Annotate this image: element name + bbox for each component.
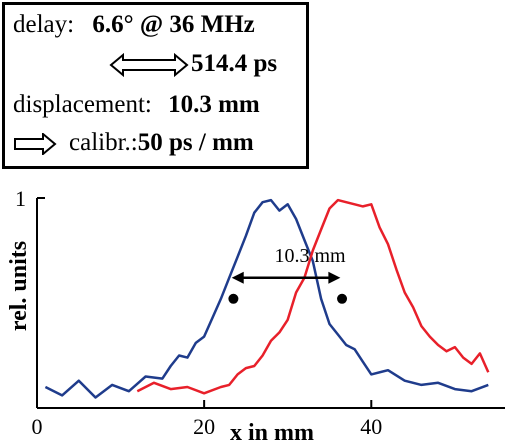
delay-value: 6.6° @ 36 MHz (92, 11, 255, 38)
time-row: 514.4 ps (109, 50, 277, 78)
x-tick-label-20: 20 (193, 414, 215, 439)
calibration-row: calibr.:50 ps / mm (13, 129, 254, 157)
series-line-blue (44, 198, 489, 399)
calibration-label: calibr.: (69, 129, 138, 156)
displacement-label: displacement: (13, 91, 152, 118)
distance-annotation-label: 10.3 mm (274, 245, 346, 267)
x-tick-label-0: 0 (32, 414, 43, 439)
annotation-layer: 10.3 mm (228, 245, 348, 304)
delay-label: delay: (13, 11, 75, 38)
x-ticks: 0 20 40 (32, 400, 382, 439)
time-value: 514.4 ps (191, 50, 278, 77)
right-arrow-icon (14, 132, 57, 157)
info-box: delay: 6.6° @ 36 MHz 514.4 ps displaceme… (2, 2, 309, 169)
x-tick-label-40: 40 (360, 414, 382, 439)
series-layer (44, 198, 490, 399)
marker-dot-2 (337, 293, 348, 304)
x-axis-label: x in mm (230, 420, 314, 443)
arrowhead-left-icon (231, 271, 244, 284)
delay-row: delay: 6.6° @ 36 MHz (13, 11, 255, 39)
calibration-value: 50 ps / mm (137, 129, 254, 156)
marker-dot-1 (228, 293, 239, 304)
series-line-red (136, 198, 490, 395)
y-axis-label: rel. units (6, 241, 32, 331)
displacement-value: 10.3 mm (168, 91, 260, 118)
y-tick-label-1: 1 (15, 186, 26, 211)
double-arrow-icon (109, 53, 189, 78)
arrowhead-right-icon (328, 271, 341, 284)
displacement-row: displacement: 10.3 mm (13, 91, 260, 119)
